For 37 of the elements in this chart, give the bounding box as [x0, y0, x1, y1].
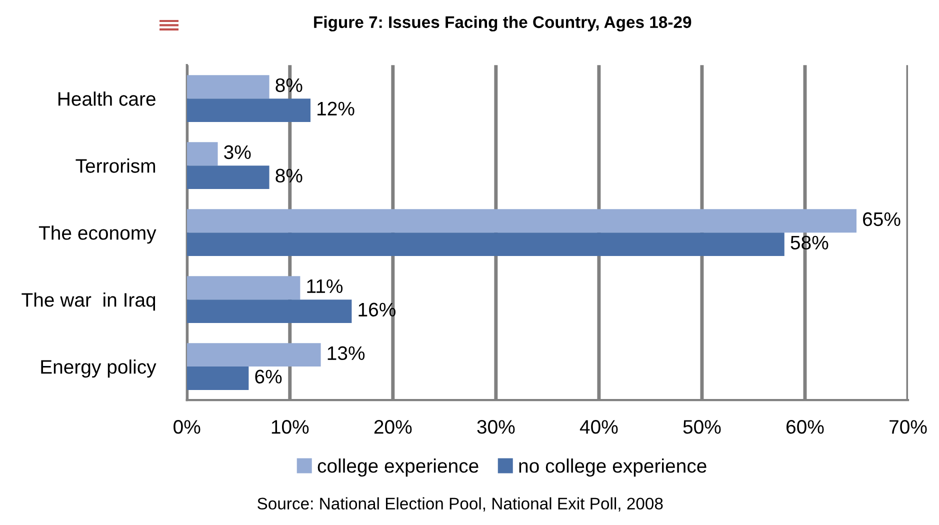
data-label: 6%	[255, 370, 282, 384]
bar	[186, 142, 218, 166]
bar	[186, 232, 784, 256]
y-tick-label: The economy	[38, 226, 156, 244]
data-label: 16%	[358, 302, 396, 317]
legend-label: college experience	[318, 458, 478, 477]
y-tick-label: Energy policy	[41, 360, 156, 378]
x-tick-label: 10%	[272, 420, 309, 434]
bar	[186, 343, 321, 367]
x-tick-label: 30%	[477, 420, 515, 434]
x-tick-label: 50%	[683, 420, 721, 434]
x-tick-label: 40%	[580, 420, 618, 434]
data-label: 12%	[318, 102, 354, 116]
source-note: Source: National Election Pool, National Exit Poll, 2008	[258, 497, 663, 512]
bar	[186, 166, 270, 190]
data-label: 11%	[307, 279, 343, 293]
bar	[186, 98, 310, 122]
y-tick-label: Health care	[58, 92, 156, 106]
y-tick-label: Terrorism	[76, 158, 156, 173]
x-tick-label: 70%	[890, 420, 927, 434]
x-tick-label: 20%	[374, 420, 412, 434]
bar	[186, 300, 352, 324]
y-tick-label: The war in Iraq	[22, 292, 156, 311]
bar	[186, 75, 270, 99]
data-label: 8%	[276, 78, 302, 92]
data-label: 58%	[790, 236, 828, 250]
chart-title: Figure 7: Issues Facing the Country, Ages 18-29	[314, 16, 692, 32]
data-label: 13%	[328, 346, 365, 360]
bar	[186, 366, 249, 390]
bar	[186, 276, 300, 300]
data-label: 65%	[863, 212, 900, 226]
bar	[186, 209, 856, 233]
legend-label: no college experience	[519, 458, 706, 477]
x-tick-label: 60%	[786, 420, 824, 434]
data-label: 3%	[224, 145, 251, 160]
data-label: 8%	[276, 168, 302, 183]
x-tick-label: 0%	[174, 420, 200, 434]
